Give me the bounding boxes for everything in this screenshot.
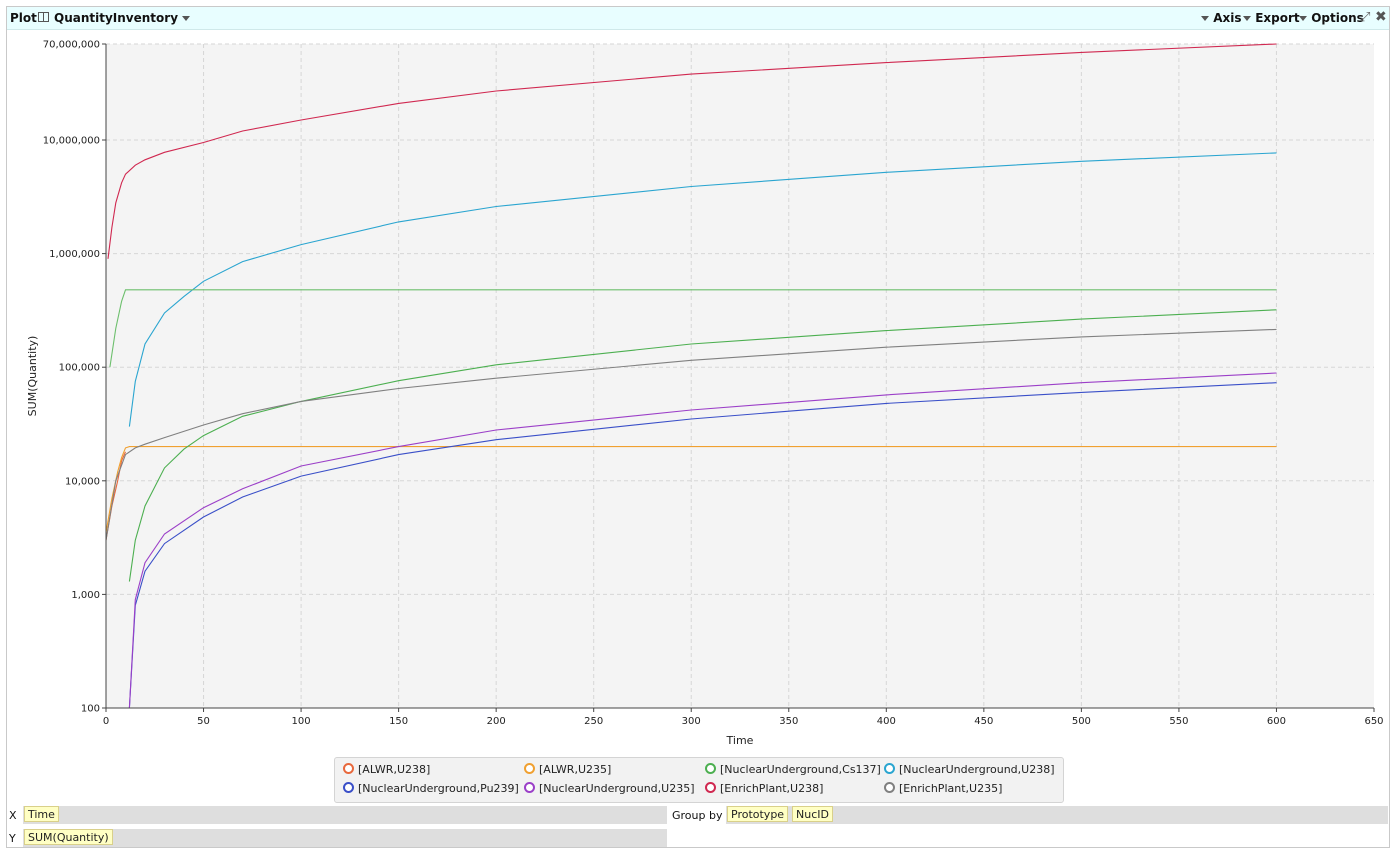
chevron-down-icon <box>1299 16 1307 21</box>
y-tick-label: 70,000,000 <box>43 40 100 51</box>
x-tick-label: 100 <box>292 716 311 727</box>
axis-menu-label: Axis <box>1213 11 1242 25</box>
y-field-chip[interactable]: SUM(Quantity) <box>24 829 113 845</box>
axis-menu[interactable]: Axis <box>1201 11 1241 25</box>
options-menu-label: Options <box>1311 11 1364 25</box>
series-line <box>128 152 1277 427</box>
x-tick-label: 400 <box>877 716 896 727</box>
x-tick-label: 300 <box>682 716 701 727</box>
legend-item[interactable]: [NuclearUnderground,Pu239] <box>343 782 519 795</box>
plot-window: Plot QuantityInventory Axis Export Optio… <box>6 6 1390 848</box>
legend-marker <box>705 763 716 774</box>
series-line <box>105 328 1277 541</box>
legend-marker <box>343 763 354 774</box>
x-tick-label: 450 <box>974 716 993 727</box>
table-name: QuantityInventory <box>54 11 179 25</box>
y-tick-label: 100 <box>81 704 100 715</box>
legend-marker <box>884 782 895 793</box>
series-line <box>107 43 1277 259</box>
legend-item[interactable]: [EnrichPlant,U235] <box>884 782 1002 795</box>
x-tick-label: 350 <box>779 716 798 727</box>
close-icon[interactable]: ✖ <box>1375 9 1387 25</box>
x-tick-label: 200 <box>487 716 506 727</box>
legend-item[interactable]: [EnrichPlant,U238] <box>705 782 823 795</box>
series-line <box>109 289 1277 368</box>
series-line <box>105 446 1277 533</box>
x-tick-label: 550 <box>1169 716 1188 727</box>
y-tick-label: 1,000 <box>71 590 100 601</box>
legend: [ALWR,U238] [ALWR,U235] [NuclearUndergroun… <box>334 757 1064 803</box>
legend-item[interactable]: [ALWR,U238] <box>343 763 430 776</box>
x-tick-label: 650 <box>1364 716 1383 727</box>
table-selector[interactable]: QuantityInventory <box>54 11 191 25</box>
series-line <box>128 382 1277 709</box>
legend-label: [EnrichPlant,U235] <box>899 782 1003 795</box>
legend-label: [ALWR,U238] <box>358 763 431 776</box>
y-tick-label: 10,000 <box>65 476 100 487</box>
x-tick-label: 50 <box>197 716 210 727</box>
y-tick-label: 1,000,000 <box>49 249 100 260</box>
y-axis-title: SUM(Quantity) <box>26 336 39 417</box>
export-menu[interactable]: Export <box>1243 11 1300 25</box>
chevron-down-icon <box>1201 16 1209 21</box>
series-line <box>128 372 1277 709</box>
group-by-chip-prototype[interactable]: Prototype <box>727 806 789 822</box>
legend-marker <box>884 763 895 774</box>
y-tick-label: 10,000,000 <box>43 136 100 147</box>
legend-marker <box>343 782 354 793</box>
legend-marker <box>705 782 716 793</box>
y-field-dropzone[interactable] <box>23 829 667 847</box>
legend-label: [EnrichPlant,U238] <box>720 782 824 795</box>
group-by-chip-nucid[interactable]: NucID <box>792 806 833 822</box>
plot-area <box>106 44 1374 708</box>
plot-label: Plot <box>10 11 37 25</box>
y-field-label: Y <box>9 832 16 845</box>
legend-item[interactable]: [NuclearUnderground,U238] <box>884 763 1054 776</box>
x-tick-label: 150 <box>389 716 408 727</box>
x-field-label: X <box>9 809 17 822</box>
table-icon[interactable] <box>38 12 49 22</box>
legend-item[interactable]: [NuclearUnderground,U235] <box>524 782 694 795</box>
x-field-dropzone[interactable] <box>23 806 667 824</box>
legend-item[interactable]: [NuclearUnderground,Cs137] <box>705 763 881 776</box>
chevron-down-icon <box>1243 16 1251 21</box>
legend-marker <box>524 782 535 793</box>
export-menu-label: Export <box>1255 11 1300 25</box>
legend-marker <box>524 763 535 774</box>
maximize-icon[interactable]: ⤢ <box>1360 10 1371 25</box>
legend-label: [NuclearUnderground,Pu239] <box>358 782 519 795</box>
group-by-dropzone[interactable] <box>726 806 1388 824</box>
legend-label: [NuclearUnderground,U235] <box>539 782 695 795</box>
legend-label: [ALWR,U235] <box>539 763 612 776</box>
x-tick-label: 0 <box>103 716 109 727</box>
x-axis-title: Time <box>726 734 754 747</box>
chart: 0 50 100 150 200 250 300 350 400 450 500 550 600 650 … <box>26 40 1384 748</box>
legend-label: [NuclearUnderground,Cs137] <box>720 763 881 776</box>
series-line <box>128 309 1277 582</box>
y-tick-label: 100,000 <box>59 363 100 374</box>
legend-label: [NuclearUnderground,U238] <box>899 763 1055 776</box>
x-tick-label: 600 <box>1267 716 1286 727</box>
options-menu[interactable]: Options <box>1299 11 1364 25</box>
x-field-chip[interactable]: Time <box>24 806 59 822</box>
x-tick-label: 500 <box>1072 716 1091 727</box>
chevron-down-icon <box>182 16 191 21</box>
title-bar: Plot QuantityInventory Axis Export Optio… <box>7 7 1389 30</box>
group-by-label: Group by <box>672 809 723 822</box>
x-tick-label: 250 <box>584 716 603 727</box>
legend-item[interactable]: [ALWR,U235] <box>524 763 611 776</box>
